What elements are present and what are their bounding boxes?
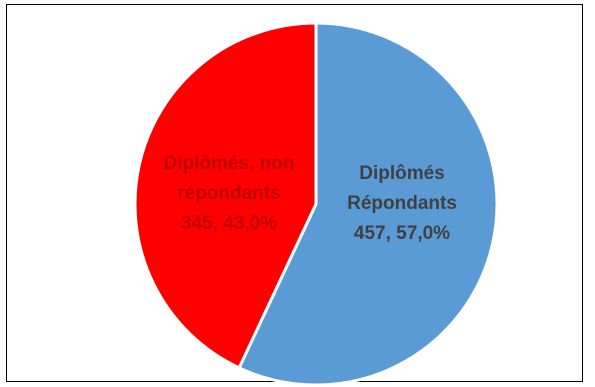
slice-label-line: Diplômés, non (164, 153, 295, 174)
slice-label-line: Diplômés (359, 163, 445, 184)
slice-label-line: Répondants (347, 193, 457, 214)
slice-label-line: répondants (177, 183, 280, 204)
slice-data-label-2: Diplômés, non répondants 345, 43,0% (164, 153, 295, 234)
pie-slice-1 (237, 21, 499, 387)
pie-slice-2 (133, 21, 318, 370)
slice-label-line: 345, 43,0% (181, 213, 277, 234)
slice-data-label-1: Diplômés Répondants 457, 57,0% (347, 163, 457, 244)
slice-label-line: 457, 57,0% (354, 223, 450, 244)
